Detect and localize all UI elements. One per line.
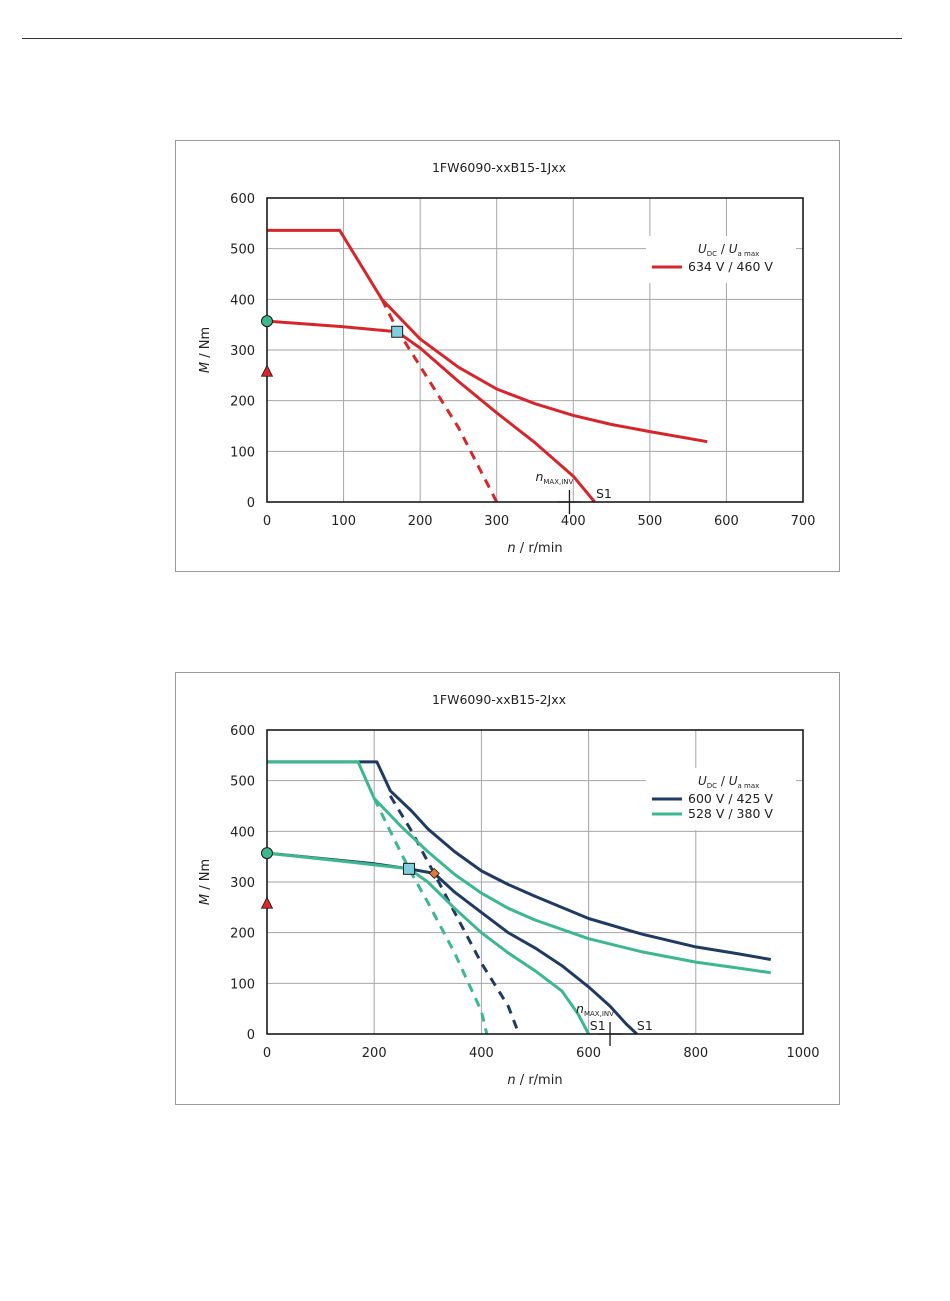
chart-2-ylabel: M / Nm <box>198 859 213 905</box>
chart-1-series-1-peak-curve <box>267 228 708 444</box>
chart-1-xtick-label-300: 300 <box>484 514 509 529</box>
chart-1-xtick-label-600: 600 <box>714 514 739 529</box>
chart-1-nmax-sub: MAX,INV <box>543 478 573 486</box>
chart-1-title: 1FW6090-xxB15-1Jxx <box>432 160 566 175</box>
chart-1-ylabel-var: M <box>198 362 213 373</box>
chart-2-plot-border <box>266 729 804 1035</box>
chart-1-marker-triangle <box>260 364 274 377</box>
chart-1-ytick-label-100: 100 <box>230 445 255 460</box>
chart-1-ytick-label-200: 200 <box>230 395 255 410</box>
chart-1-xtick-label-200: 200 <box>408 514 433 529</box>
chart-1-ytick-label-400: 400 <box>230 293 255 308</box>
chart-2-xtick-label-1000: 1000 <box>786 1046 819 1061</box>
chart-2-ytick-label-100: 100 <box>230 977 255 992</box>
chart-1-legend-label-1: 634 V / 460 V <box>688 259 773 274</box>
chart-2-legend-header-sep: / <box>717 774 729 788</box>
chart-1-ylabel: M / Nm <box>198 327 213 373</box>
chart-2-legend-header-u: U <box>698 774 707 788</box>
chart-2-svg: 1FW6090-xxB15-2Jxx 0 200 400 600 800 1000 0 100 2… <box>198 692 820 1088</box>
chart-2-nmax-var: n <box>576 1001 584 1016</box>
chart-frame-1: 1FW6090-xxB15-1Jxx 0 100 200 300 400 500 600 700… <box>175 140 840 572</box>
chart-2-series-2-peak-curve <box>267 760 772 975</box>
chart-2-legend-header: UDC / Ua max <box>698 774 759 790</box>
chart-1-legend-box <box>646 236 796 283</box>
chart-2-grid <box>267 730 803 1034</box>
chart-2-xlabel-unit: / r/min <box>516 1073 563 1088</box>
chart-2-marker-circle <box>261 847 273 860</box>
chart-1-marker-circle <box>261 315 273 328</box>
chart-1-marker-square <box>391 325 404 338</box>
chart-1-ytick-label-600: 600 <box>230 192 255 207</box>
chart-2-legend-header-ua: U <box>729 774 738 788</box>
chart-2-ytick-label-500: 500 <box>230 775 255 790</box>
chart-1-ytick-label-500: 500 <box>230 243 255 258</box>
chart-1-xlabel-unit: / r/min <box>516 541 563 556</box>
chart-2-legend-header-amax: a max <box>738 782 760 790</box>
chart-1-nmax-var: n <box>535 469 543 484</box>
chart-1-legend-header-amax: a max <box>738 250 760 258</box>
chart-2-ytick-label-0: 0 <box>247 1028 255 1043</box>
chart-1-xtick-label-700: 700 <box>791 514 816 529</box>
chart-1-legend-header-u: U <box>698 242 707 256</box>
chart-2-nmax-label: nMAX,INV <box>576 1001 614 1018</box>
chart-2-title: 1FW6090-xxB15-2Jxx <box>432 692 566 707</box>
chart-1-series-1-dashed-curve <box>380 298 499 503</box>
chart-1-ytick-label-0: 0 <box>247 496 255 511</box>
chart-2-legend-header-dc: DC <box>707 782 717 790</box>
chart-1-svg: 1FW6090-xxB15-1Jxx 0 100 200 300 400 500 600 700… <box>198 160 816 556</box>
chart-1-xtick-label-500: 500 <box>637 514 662 529</box>
chart-2-s1-label-1: S1 <box>590 1018 606 1033</box>
chart-1-legend-header: UDC / Ua max <box>698 242 759 258</box>
chart-2-series-1-peak-curve <box>267 760 772 961</box>
chart-2-marker-diamond <box>428 867 440 879</box>
chart-1-xlabel-var: n <box>507 541 515 556</box>
chart-1-ytick-label-300: 300 <box>230 344 255 359</box>
chart-2-series-2-s1-curve <box>266 851 590 1035</box>
chart-1-xtick-label-100: 100 <box>331 514 356 529</box>
chart-2-ytick-label-400: 400 <box>230 825 255 840</box>
header-rule <box>22 38 902 39</box>
chart-1-plot-border <box>266 197 804 503</box>
chart-1-legend-header-dc: DC <box>707 250 717 258</box>
chart-1-series-1-s1-curve <box>266 319 596 503</box>
chart-1-s1-label-1: S1 <box>596 486 612 501</box>
chart-2-ylabel-unit: / Nm <box>198 859 213 894</box>
chart-2-xtick-label-400: 400 <box>469 1046 494 1061</box>
chart-1-nmax-label: nMAX,INV <box>535 469 573 486</box>
chart-2-series-2-dashed-curve <box>372 797 489 1035</box>
chart-2-xtick-label-800: 800 <box>683 1046 708 1061</box>
chart-frame-2: 1FW6090-xxB15-2Jxx 0 200 400 600 800 1000 0 100 2… <box>175 672 840 1105</box>
chart-2-xtick-label-600: 600 <box>576 1046 601 1061</box>
chart-2-legend-label-1: 600 V / 425 V <box>688 791 773 806</box>
chart-1-xlabel: n / r/min <box>507 541 562 556</box>
chart-1-legend-header-sep: / <box>717 242 729 256</box>
chart-2-marker-triangle <box>260 896 274 909</box>
chart-2-xtick-label-0: 0 <box>263 1046 271 1061</box>
chart-1-ylabel-unit: / Nm <box>198 327 213 362</box>
chart-2-marker-square <box>403 862 416 875</box>
chart-2-legend-label-2: 528 V / 380 V <box>688 806 773 821</box>
chart-1-series-1 <box>266 228 708 503</box>
chart-2-xlabel: n / r/min <box>507 1073 562 1088</box>
chart-2-ylabel-var: M <box>198 894 213 905</box>
chart-2-ytick-label-200: 200 <box>230 927 255 942</box>
chart-1-xtick-label-0: 0 <box>263 514 271 529</box>
chart-2-ytick-label-300: 300 <box>230 876 255 891</box>
chart-1-legend-header-ua: U <box>729 242 738 256</box>
chart-2-series-1-dashed-curve <box>389 795 521 1035</box>
chart-2-s1-label-2: S1 <box>637 1018 653 1033</box>
chart-1-xtick-label-400: 400 <box>561 514 586 529</box>
chart-2-ytick-label-600: 600 <box>230 724 255 739</box>
chart-2-nmax-sub: MAX,INV <box>584 1010 614 1018</box>
chart-2-series-2 <box>266 760 772 1035</box>
chart-2-xlabel-var: n <box>507 1073 515 1088</box>
chart-2-xtick-label-200: 200 <box>362 1046 387 1061</box>
